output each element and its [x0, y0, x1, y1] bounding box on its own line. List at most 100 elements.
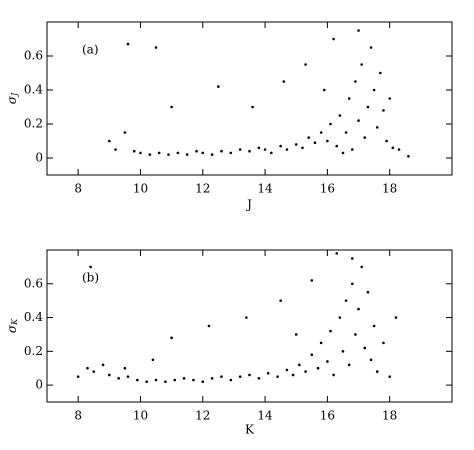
- point: [407, 155, 410, 158]
- point: [108, 139, 111, 143]
- point: [341, 151, 345, 155]
- point: [385, 139, 388, 143]
- point: [185, 153, 189, 156]
- point: [351, 148, 354, 151]
- point: [257, 146, 261, 150]
- point: [313, 141, 317, 144]
- point: [354, 80, 357, 83]
- panel-annotation: (b): [82, 271, 99, 285]
- point: [248, 149, 251, 153]
- point: [344, 131, 348, 134]
- point: [220, 149, 223, 153]
- point: [347, 363, 351, 367]
- point: [123, 366, 127, 370]
- point: [304, 63, 307, 66]
- point: [136, 378, 139, 382]
- point: [86, 366, 89, 370]
- y-tick-label: 0: [35, 378, 43, 392]
- point: [229, 378, 233, 382]
- point: [351, 257, 354, 260]
- y-tick-label: 0.4: [24, 83, 43, 97]
- point: [335, 144, 339, 148]
- point: [298, 363, 301, 367]
- point: [276, 375, 279, 378]
- point: [388, 97, 391, 100]
- point: [114, 148, 117, 151]
- point: [344, 299, 348, 302]
- point: [375, 370, 379, 373]
- point: [266, 371, 270, 375]
- point: [391, 146, 395, 150]
- point: [164, 380, 167, 384]
- point: [176, 151, 180, 155]
- point: [332, 373, 335, 377]
- point: [372, 88, 376, 92]
- point: [154, 378, 158, 382]
- y-label-subscript: J: [10, 92, 19, 98]
- point: [335, 252, 339, 255]
- x-tick-label: 18: [382, 182, 397, 196]
- x-tick-label: 16: [320, 409, 335, 423]
- point: [382, 109, 385, 112]
- point: [363, 346, 367, 350]
- point: [369, 46, 373, 49]
- point: [89, 265, 92, 269]
- point: [294, 143, 298, 146]
- point: [170, 105, 173, 109]
- point: [354, 333, 357, 336]
- point: [329, 329, 332, 333]
- point: [304, 370, 307, 373]
- point: [195, 149, 198, 153]
- point: [279, 299, 282, 302]
- point: [279, 144, 282, 148]
- point: [201, 380, 205, 384]
- point: [126, 375, 130, 378]
- point: [217, 85, 220, 88]
- x-tick-label: 10: [133, 409, 148, 423]
- point: [351, 282, 354, 286]
- point: [238, 148, 242, 151]
- point: [357, 119, 360, 122]
- point: [257, 377, 261, 380]
- point: [285, 368, 289, 372]
- point: [382, 341, 385, 345]
- y-tick-label: 0.2: [24, 344, 43, 358]
- point: [329, 122, 332, 126]
- point: [294, 333, 298, 336]
- point: [332, 37, 335, 41]
- x-axis-label: J: [245, 198, 252, 212]
- point: [394, 316, 398, 319]
- point: [307, 136, 310, 139]
- point: [319, 341, 323, 345]
- point: [251, 105, 254, 109]
- point: [301, 146, 304, 150]
- point: [154, 46, 158, 49]
- point: [145, 380, 148, 384]
- point: [366, 290, 370, 294]
- y-axis-label: σJ: [5, 92, 20, 104]
- point: [310, 279, 314, 282]
- y-tick-label: 0.6: [24, 276, 43, 290]
- point: [366, 105, 370, 109]
- point: [388, 375, 391, 378]
- point: [347, 97, 351, 100]
- point: [210, 153, 214, 156]
- point: [123, 131, 127, 134]
- x-tick-label: 14: [257, 182, 273, 196]
- point: [207, 324, 211, 328]
- point: [326, 360, 329, 363]
- point: [319, 131, 323, 134]
- point: [360, 63, 363, 66]
- point: [316, 366, 320, 370]
- x-tick-label: 8: [74, 182, 82, 196]
- plot-frame: [46, 21, 453, 176]
- point: [245, 316, 248, 319]
- point: [108, 373, 111, 377]
- x-tick-label: 12: [195, 182, 210, 196]
- x-tick-label: 14: [257, 409, 273, 423]
- point: [291, 373, 295, 377]
- x-tick-label: 18: [382, 409, 397, 423]
- x-tick-label: 8: [74, 409, 82, 423]
- point: [192, 378, 195, 382]
